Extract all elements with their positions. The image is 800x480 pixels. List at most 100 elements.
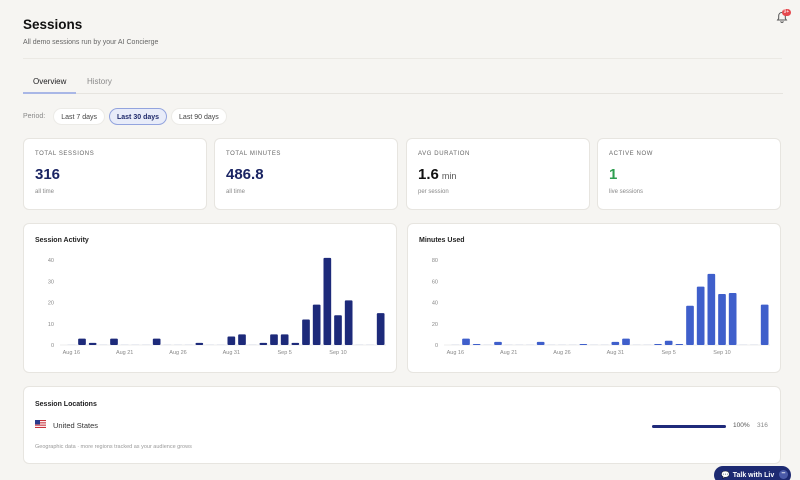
bar	[526, 344, 534, 345]
stat-label: AVG DURATION	[418, 151, 470, 157]
chat-icon: 💬	[721, 472, 730, 479]
bar	[376, 313, 385, 345]
bar	[216, 344, 225, 345]
y-tick-label: 40	[48, 258, 54, 264]
bar	[718, 294, 726, 345]
chart-title: Minutes Used	[419, 237, 465, 244]
stat-number: 486.8	[226, 166, 264, 183]
x-tick-label: Sep 10	[329, 350, 346, 356]
bar	[195, 342, 204, 345]
period-label: Period:	[23, 113, 46, 120]
page-title: Sessions	[23, 17, 83, 32]
bar	[312, 304, 321, 345]
stat-value: 1	[609, 166, 617, 183]
x-tick-label: Aug 21	[116, 350, 133, 356]
minimize-button[interactable]: –	[779, 470, 788, 479]
bar	[472, 343, 481, 345]
period-selector: Period: Last 7 days Last 30 days Last 90…	[23, 108, 231, 125]
locations-title: Session Locations	[35, 401, 97, 408]
bar	[227, 336, 236, 345]
talk-label: Talk with Liv	[732, 471, 775, 479]
bar	[728, 292, 737, 345]
bar	[120, 344, 129, 345]
bar	[238, 334, 246, 345]
bar	[622, 338, 630, 345]
location-count: 316	[757, 422, 768, 429]
y-tick-label: 40	[432, 301, 438, 307]
talk-with-liv-button[interactable]: 💬 Talk with Liv –	[714, 466, 791, 480]
x-tick-label: Sep 10	[713, 350, 730, 356]
bar	[611, 341, 620, 345]
bar	[568, 344, 577, 345]
notification-badge: 9+	[782, 9, 791, 16]
bar	[163, 344, 172, 345]
stat-value: 1.6 min	[418, 166, 456, 183]
bar	[78, 338, 86, 345]
bar	[152, 338, 161, 345]
stat-sub: all time	[35, 189, 55, 195]
locations-note: Geographic data · more regions tracked a…	[35, 444, 192, 450]
bar	[643, 344, 652, 345]
bar	[504, 344, 513, 345]
y-tick-label: 30	[48, 279, 54, 285]
bar	[558, 344, 566, 345]
stat-card-total-minutes: TOTAL MINUTES 486.8 all time	[214, 138, 398, 210]
bar	[547, 344, 556, 345]
x-tick-label: Aug 26	[169, 350, 186, 356]
stat-unit: min	[441, 171, 457, 181]
y-tick-label: 80	[432, 258, 438, 264]
y-tick-label: 20	[48, 301, 54, 307]
y-tick-label: 0	[435, 343, 438, 349]
bar	[750, 344, 758, 345]
minutes-used-card: Minutes Used 0 20 40 60 80 Aug 16 Aug 21 Aug 26…	[407, 223, 781, 373]
period-30-days-button[interactable]: Last 30 days	[109, 108, 168, 125]
bar	[675, 343, 684, 345]
bar	[579, 343, 588, 345]
bar	[664, 340, 673, 345]
tab-overview[interactable]: Overview	[23, 72, 77, 94]
bar	[142, 344, 150, 345]
stat-label: ACTIVE NOW	[609, 151, 654, 157]
stat-card-avg-duration: AVG DURATION 1.6 min per session	[406, 138, 590, 210]
x-tick-label: Aug 26	[553, 350, 570, 356]
x-tick-label: Aug 16	[447, 350, 464, 356]
session-activity-chart: 0 10 20 30 40 Aug 16 Aug 21 Aug 26 Aug 31 Sep 5 Se…	[48, 257, 386, 356]
bar	[302, 319, 310, 345]
session-activity-card: Session Activity 0 10 20 30 40 Aug 16 Aug 21 Au…	[23, 223, 397, 373]
bar	[206, 344, 214, 345]
bar	[590, 344, 598, 345]
bar	[696, 286, 705, 345]
bar	[67, 344, 76, 345]
bar	[707, 273, 716, 345]
x-tick-label: Aug 21	[500, 350, 517, 356]
page-subtitle: All demo sessions run by your AI Concier…	[23, 39, 159, 46]
period-7-days-button[interactable]: Last 7 days	[53, 108, 105, 125]
bar	[280, 334, 289, 345]
tab-history[interactable]: History	[87, 77, 112, 86]
minutes-used-chart: 0 20 40 60 80 Aug 16 Aug 21 Aug 26 Aug 31 Sep 5 Se…	[432, 258, 770, 356]
location-bar-fill	[652, 425, 726, 428]
bar	[739, 344, 748, 345]
bar	[184, 344, 193, 345]
stat-card-total-sessions: TOTAL SESSIONS 316 all time	[23, 138, 207, 210]
page-header: Sessions All demo sessions run by your A…	[23, 17, 158, 46]
us-flag-icon	[35, 420, 46, 428]
session-locations-card: Session Locations United States 100% 316…	[23, 386, 781, 464]
bar	[88, 342, 97, 345]
bar	[355, 344, 364, 345]
bar	[654, 343, 662, 345]
bar	[248, 344, 257, 345]
stat-value: 486.8	[226, 166, 264, 183]
bar	[259, 342, 268, 345]
chart-title: Session Activity	[35, 237, 89, 244]
x-tick-label: Sep 5	[661, 350, 675, 356]
stat-card-active-now: ACTIVE NOW 1 live sessions	[597, 138, 781, 210]
bar	[99, 344, 108, 345]
stat-sub: per session	[418, 189, 449, 195]
x-tick-label: Aug 31	[607, 350, 624, 356]
x-tick-label: Sep 5	[277, 350, 291, 356]
stat-number: 316	[35, 166, 61, 183]
period-90-days-button[interactable]: Last 90 days	[171, 108, 227, 125]
bar	[291, 342, 300, 345]
stat-sub: live sessions	[609, 189, 644, 195]
